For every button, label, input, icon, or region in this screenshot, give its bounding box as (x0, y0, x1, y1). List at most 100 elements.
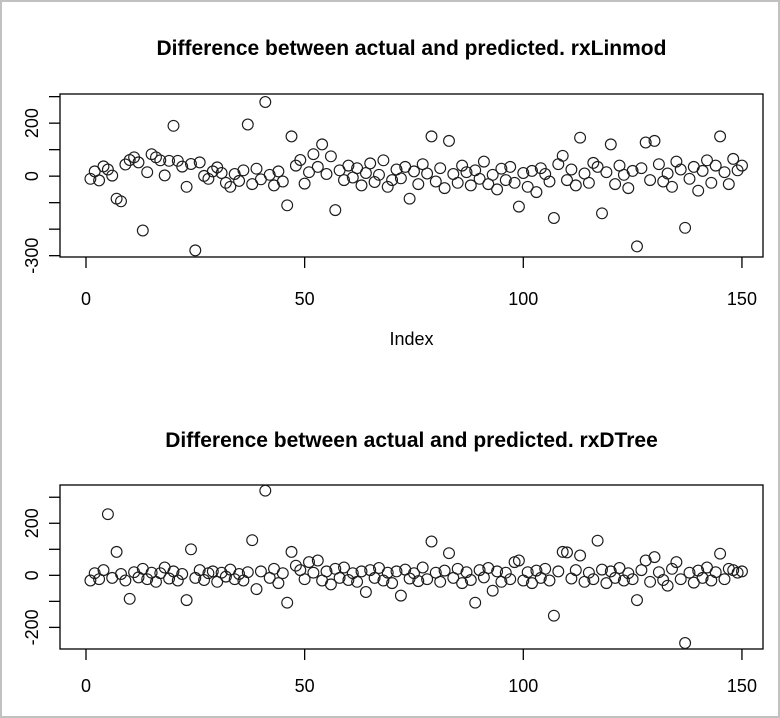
data-point (425, 535, 438, 548)
data-point (259, 96, 272, 108)
data-point (565, 572, 578, 585)
data-point (123, 592, 136, 605)
data-point (477, 155, 490, 168)
data-point (482, 562, 495, 574)
data-point (456, 159, 469, 172)
data-point (495, 162, 508, 175)
data-point (185, 158, 197, 170)
y-tick-label: 200 (22, 108, 42, 138)
data-point (403, 192, 416, 205)
data-point (434, 575, 447, 588)
data-point (381, 566, 394, 579)
data-point (368, 176, 381, 188)
data-point (180, 180, 193, 193)
data-point (298, 573, 311, 586)
data-point (246, 534, 259, 547)
data-point (666, 562, 678, 575)
data-point (219, 176, 232, 189)
data-point (163, 154, 176, 167)
data-point (499, 174, 512, 187)
data-point (412, 178, 425, 191)
data-point (136, 224, 149, 237)
data-point (635, 564, 648, 577)
data-point (565, 163, 578, 176)
data-point (206, 165, 219, 178)
data-point (464, 179, 477, 192)
data-point (679, 637, 692, 649)
data-point (394, 172, 407, 185)
data-point (394, 589, 407, 602)
data-point (552, 565, 565, 578)
data-point (600, 577, 613, 590)
data-point (512, 200, 525, 213)
data-point (622, 567, 635, 580)
x-tick-label: 150 (727, 676, 757, 696)
x-axis-label: Index (389, 329, 433, 349)
data-point (84, 172, 97, 185)
data-point (421, 573, 434, 586)
data-point (504, 573, 517, 586)
data-point (421, 167, 434, 180)
data-point (521, 180, 534, 193)
data-point (727, 152, 740, 165)
data-point (386, 577, 399, 590)
data-point (254, 565, 267, 578)
x-tick-label: 50 (295, 676, 315, 696)
data-point (176, 568, 189, 580)
data-point (303, 556, 315, 569)
data-point (180, 594, 193, 607)
y-tick-label: 0 (22, 171, 42, 181)
data-point (250, 583, 263, 596)
data-point (569, 564, 582, 577)
data-point (141, 573, 154, 586)
data-point (443, 547, 455, 560)
data-point (596, 207, 608, 220)
data-point (185, 543, 197, 556)
data-point (530, 186, 543, 199)
data-point (233, 174, 246, 187)
data-point (674, 163, 687, 176)
data-point (604, 138, 617, 151)
data-point (473, 172, 486, 185)
data-point (574, 131, 587, 144)
data-point (289, 559, 302, 572)
data-point (381, 180, 394, 193)
data-point (460, 166, 473, 179)
data-point (539, 168, 552, 180)
data-point (679, 221, 692, 234)
data-point (324, 578, 337, 591)
data-point (307, 566, 320, 579)
data-point (202, 172, 215, 185)
data-point (193, 564, 206, 577)
data-point (661, 167, 674, 180)
data-point (154, 154, 167, 167)
data-point (110, 545, 123, 558)
data-point (644, 174, 657, 187)
data-point (456, 577, 469, 590)
data-point (451, 562, 464, 575)
data-point (281, 199, 294, 212)
data-point (613, 562, 626, 574)
data-point (508, 176, 521, 189)
data-point (237, 164, 250, 177)
data-point (88, 567, 101, 580)
data-point (674, 573, 687, 586)
data-point (443, 134, 455, 147)
data-point (97, 564, 110, 577)
data-point (429, 175, 442, 188)
data-point (622, 182, 635, 195)
data-point (285, 545, 298, 558)
data-point (561, 546, 573, 559)
data-point (696, 164, 709, 177)
data-point (241, 118, 254, 131)
data-point (670, 556, 683, 569)
x-tick-label: 50 (295, 289, 315, 309)
data-point (635, 162, 648, 175)
data-point (115, 568, 127, 580)
data-point (316, 138, 329, 151)
y-tick-label: 0 (22, 570, 42, 580)
data-point (547, 212, 560, 224)
data-point (425, 130, 438, 143)
data-point (639, 136, 652, 149)
